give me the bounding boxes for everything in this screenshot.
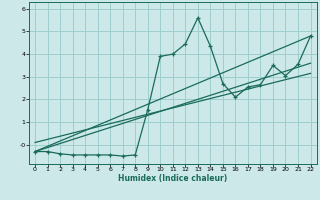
X-axis label: Humidex (Indice chaleur): Humidex (Indice chaleur)	[118, 174, 228, 183]
